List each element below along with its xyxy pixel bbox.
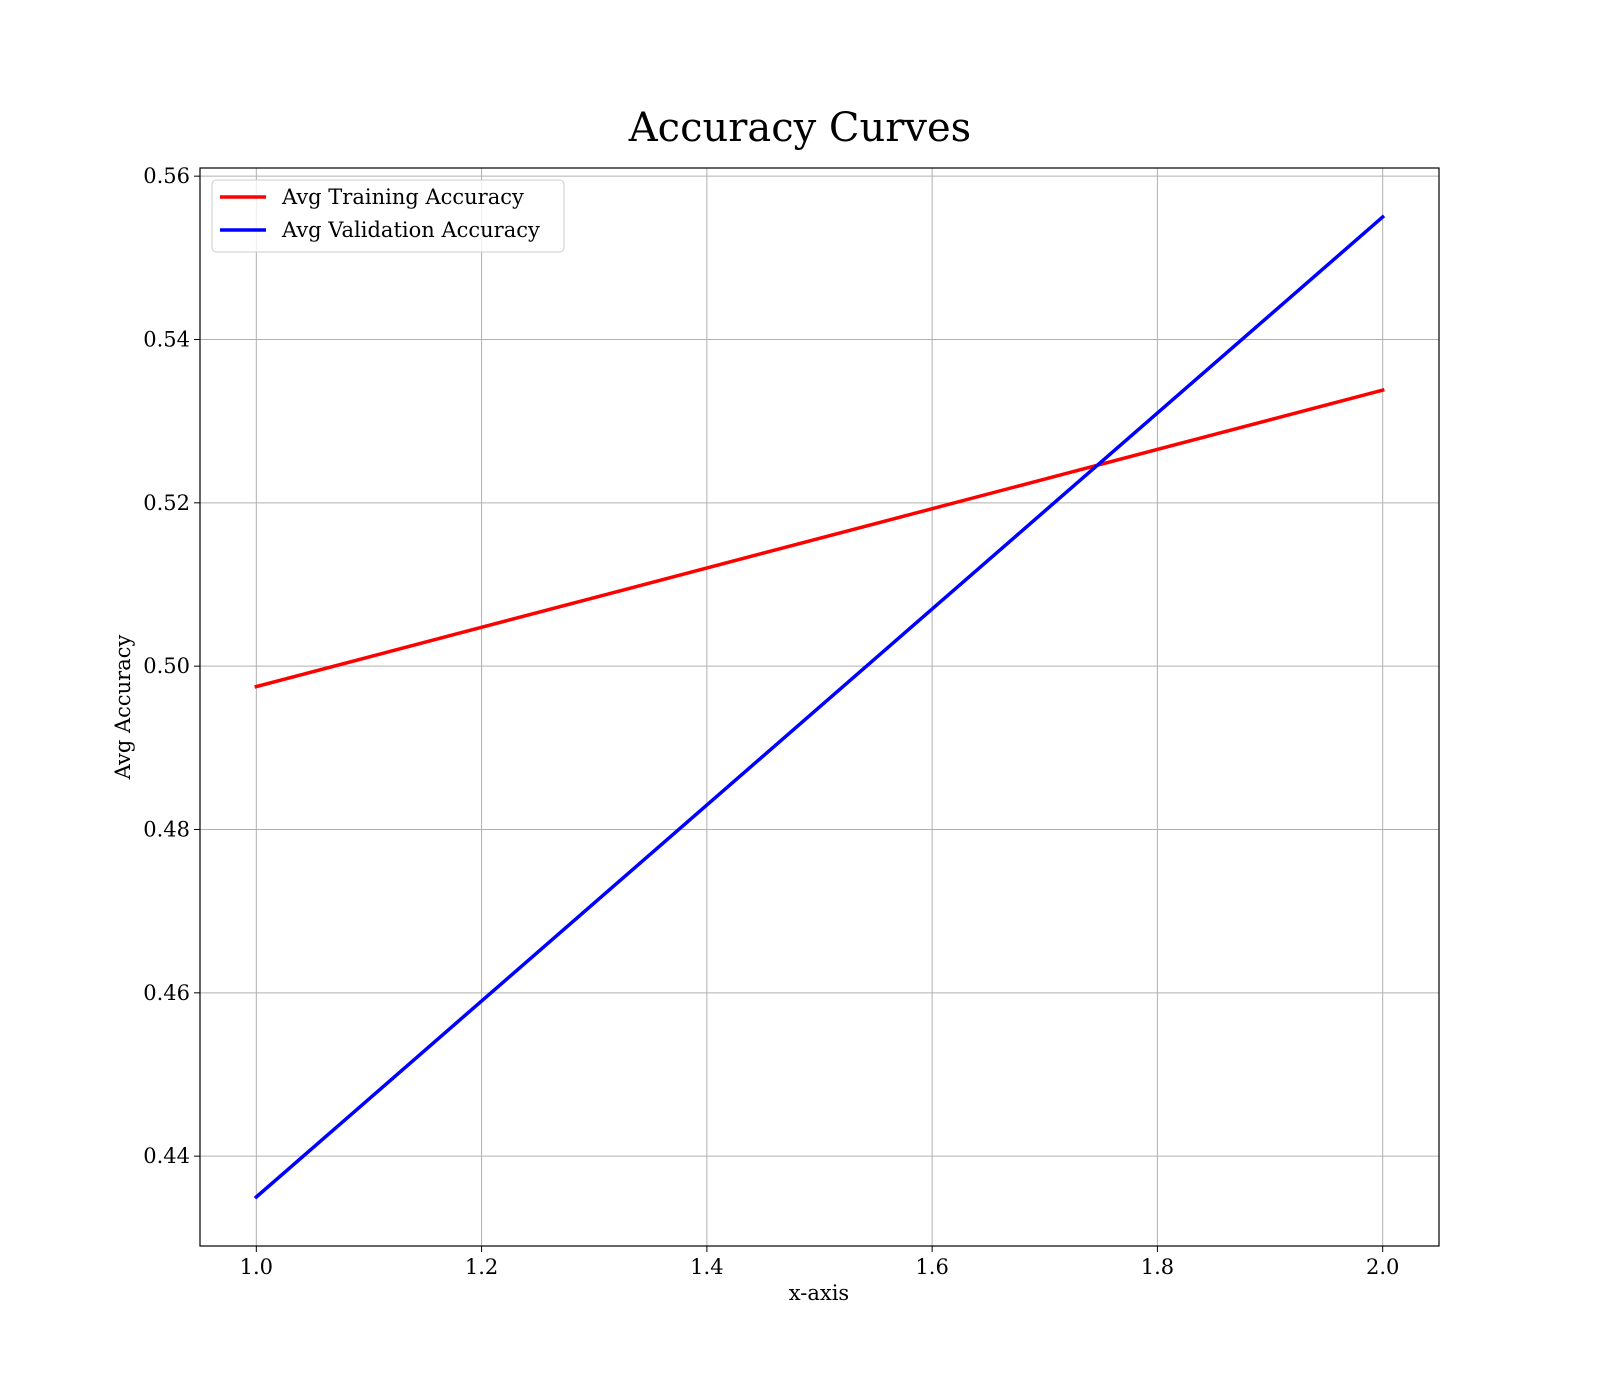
series-lines [253, 214, 1386, 1200]
legend-label-1: Avg Training Accuracy [281, 185, 524, 209]
series-line-1 [254, 387, 1385, 689]
legend-label-2: Avg Validation Accuracy [281, 218, 540, 242]
plot-area-frame [199, 167, 1440, 1247]
x-tick-label: 2.0 [1366, 1255, 1399, 1279]
axis-ticks: 1.0 1.2 1.4 1.6 1.8 2.0 0.44 0.46 0.48 0.50 0.52 0.… [143, 164, 1399, 1279]
y-tick-label: 0.50 [143, 654, 190, 678]
y-tick-label: 0.56 [143, 164, 190, 188]
y-tick-label: 0.44 [143, 1144, 190, 1168]
legend: Avg Training Accuracy Avg Validation Accu… [211, 179, 565, 253]
chart-title: Accuracy Curves [628, 105, 971, 151]
x-tick-label: 1.0 [240, 1255, 273, 1279]
x-tick-label: 1.4 [690, 1255, 723, 1279]
legend-box [211, 179, 565, 253]
series-line-2 [253, 214, 1386, 1200]
x-tick-label: 1.6 [915, 1255, 948, 1279]
y-tick-label: 0.46 [143, 981, 190, 1005]
x-tick-label: 1.8 [1141, 1255, 1174, 1279]
grid [200, 168, 1439, 1246]
y-axis-label: Avg Accuracy [111, 635, 135, 781]
y-tick-label: 0.48 [143, 818, 190, 842]
x-tick-label: 1.2 [465, 1255, 498, 1279]
x-axis-label: x-axis [789, 1281, 849, 1305]
y-tick-label: 0.54 [143, 328, 190, 352]
y-tick-label: 0.52 [143, 491, 190, 515]
